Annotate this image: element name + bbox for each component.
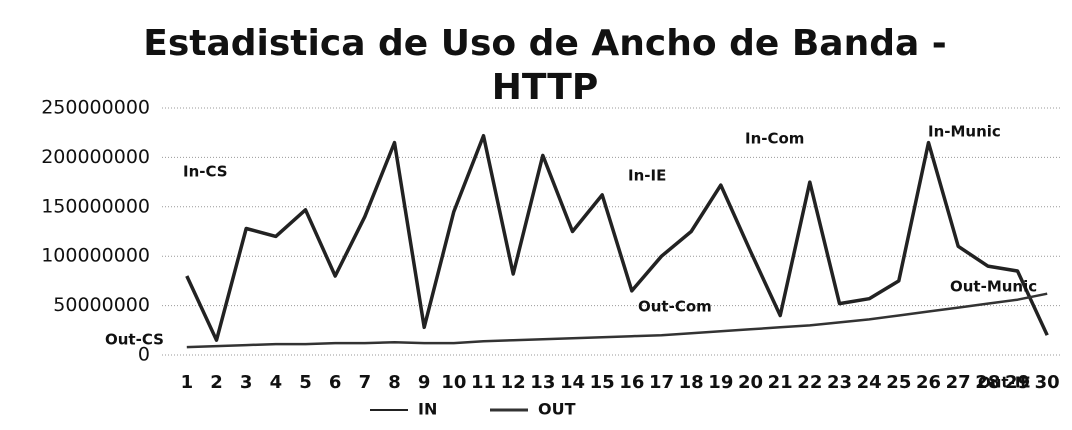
y-tick-label: 0: [138, 344, 150, 366]
x-tick-label: 17: [649, 372, 674, 393]
x-tick-label: 16: [619, 372, 644, 393]
x-tick-label: 18: [679, 372, 704, 393]
x-tick-label: 21: [768, 372, 793, 393]
y-tick-label: 100000000: [41, 245, 150, 267]
x-tick-label: 20: [738, 372, 763, 393]
chart-title: Estadistica de Uso de Ancho de Banda - H…: [143, 23, 947, 108]
x-tick-label: 6: [329, 372, 342, 393]
x-tick-label: 4: [270, 372, 283, 393]
y-tick-label: 200000000: [41, 146, 150, 168]
x-tick-label: 13: [530, 372, 555, 393]
x-tick-label: 7: [359, 372, 372, 393]
legend-label: IN: [418, 400, 437, 419]
x-tick-label: 23: [827, 372, 852, 393]
annotation: Out-Com: [638, 298, 712, 316]
x-tick-label: 8: [388, 372, 401, 393]
x-tick-label: 12: [501, 372, 526, 393]
annotation: In-Com: [745, 130, 804, 148]
y-tick-label: 150000000: [41, 195, 150, 217]
x-tick-label: 14: [560, 372, 585, 393]
annotation: In-IE: [628, 167, 666, 185]
x-tick-label: 26: [916, 372, 941, 393]
annotation: Out-Munic: [950, 278, 1037, 296]
x-tick-label: 30: [1035, 372, 1060, 393]
y-tick-label: 250000000: [41, 97, 150, 119]
x-tick-label: 15: [590, 372, 615, 393]
x-tick-label: 1: [181, 372, 194, 393]
x-tick-label: 19: [708, 372, 733, 393]
series-line: [186, 292, 1048, 349]
annotation: In-CS: [183, 163, 228, 181]
legend-label: OUT: [538, 400, 576, 419]
x-tick-label: 11: [471, 372, 496, 393]
x-tick-label: 25: [886, 372, 911, 393]
annotation: Out-CS: [105, 331, 164, 349]
y-tick-label: 50000000: [53, 294, 150, 316]
x-tick-label: 5: [299, 372, 312, 393]
series-line: [185, 133, 1049, 342]
x-tick-label: 22: [797, 372, 822, 393]
x-tick-label: 3: [240, 372, 253, 393]
x-tick-label: 9: [418, 372, 431, 393]
x-tick-label: 27: [946, 372, 971, 393]
x-tick-label: 10: [441, 372, 466, 393]
annotation: Out-IE: [978, 374, 1031, 392]
annotation: In-Munic: [928, 123, 1001, 141]
x-tick-label: 29: [1005, 372, 1030, 393]
x-tick-label: 2: [210, 372, 223, 393]
x-tick-label: 24: [857, 372, 882, 393]
x-tick-label: 28: [975, 372, 1000, 393]
